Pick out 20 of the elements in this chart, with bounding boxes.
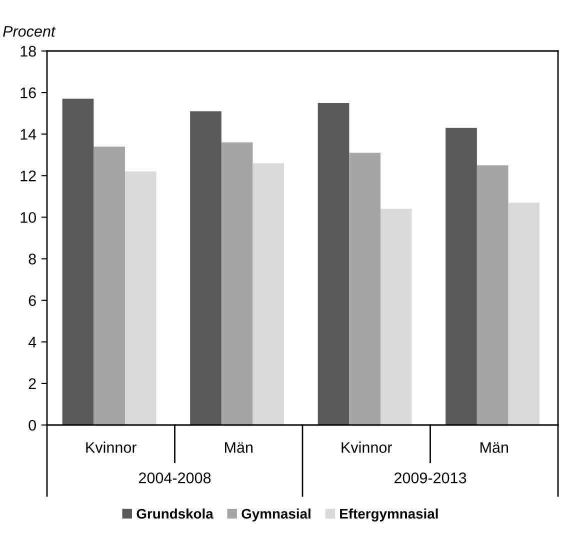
text: 2009-2013 [394,472,466,484]
y-tick-label: 16 [20,87,36,98]
x-tick-label: Män [480,442,508,453]
y-tick-label: 14 [20,129,36,140]
y-axis-title: Procent [3,26,56,37]
legend-label: Grundskola [136,508,214,519]
legend-label: Eftergymnasial [340,508,438,522]
x-tick-label: Kvinnor [86,442,137,453]
legend-label: Gymnasial [242,508,310,522]
y-tick-label: 12 [20,170,36,182]
text: 2004-2008 [138,472,211,484]
y-tick-label: 18 [20,46,36,57]
y-tick-label: 4 [28,336,36,348]
x-tick-label: Män [225,442,252,453]
y-tick-label: 8 [28,254,36,264]
y-tick-label: 10 [20,212,36,223]
x-tick-label: Kvinnor [342,442,392,453]
y-tick-label: 6 [28,295,36,306]
y-tick-label: 0 [28,420,36,431]
y-tick-label: 2 [28,378,36,389]
